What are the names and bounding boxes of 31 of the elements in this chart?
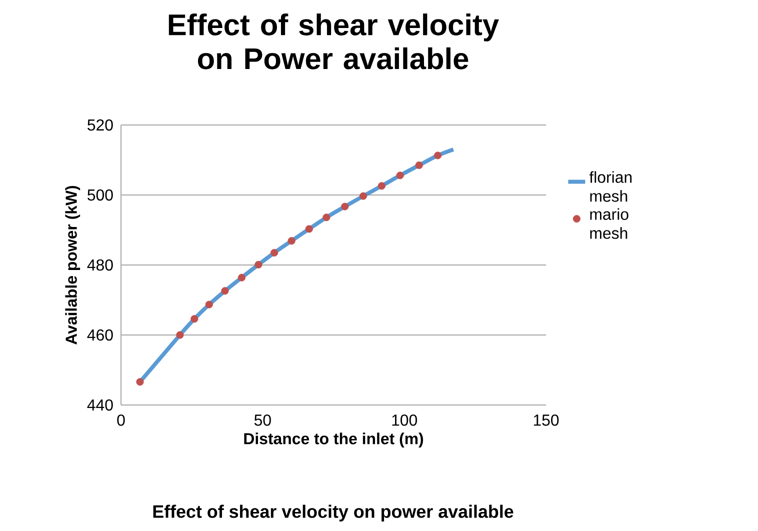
- point: [359, 192, 368, 200]
- x-tick-label: 50: [254, 414, 271, 426]
- y-tick-label: 500: [88, 189, 113, 201]
- y-tick-label: 480: [87, 259, 113, 271]
- point: [415, 161, 423, 170]
- point: [176, 331, 184, 339]
- x-tick-label: 100: [392, 414, 417, 426]
- x-tick-label: 150: [534, 414, 559, 426]
- point: [238, 274, 246, 282]
- point: [378, 182, 386, 190]
- chart-title: Effect of shear velocity on Power available: [168, 14, 499, 70]
- point: [396, 172, 404, 180]
- point: [270, 248, 278, 257]
- y-axis-title: Available power (kW): [65, 186, 80, 344]
- y-tick-label: 520: [88, 119, 113, 131]
- y-tick-label: 440: [87, 399, 113, 411]
- point: [205, 300, 213, 308]
- point: [434, 152, 442, 160]
- point: [341, 202, 349, 210]
- point: [190, 315, 198, 323]
- point: [322, 214, 330, 222]
- text: Effect of shear velocity on power available: [153, 504, 514, 522]
- legend-label: mario mesh: [590, 208, 628, 239]
- point: [254, 260, 262, 268]
- y-tick-label: 460: [87, 329, 113, 341]
- x-axis-title: Distance to the inlet (m): [244, 432, 424, 448]
- point: [288, 237, 296, 245]
- x-tick-label: 0: [117, 414, 125, 426]
- point: [136, 378, 144, 386]
- point: [305, 225, 313, 233]
- point: [221, 287, 229, 295]
